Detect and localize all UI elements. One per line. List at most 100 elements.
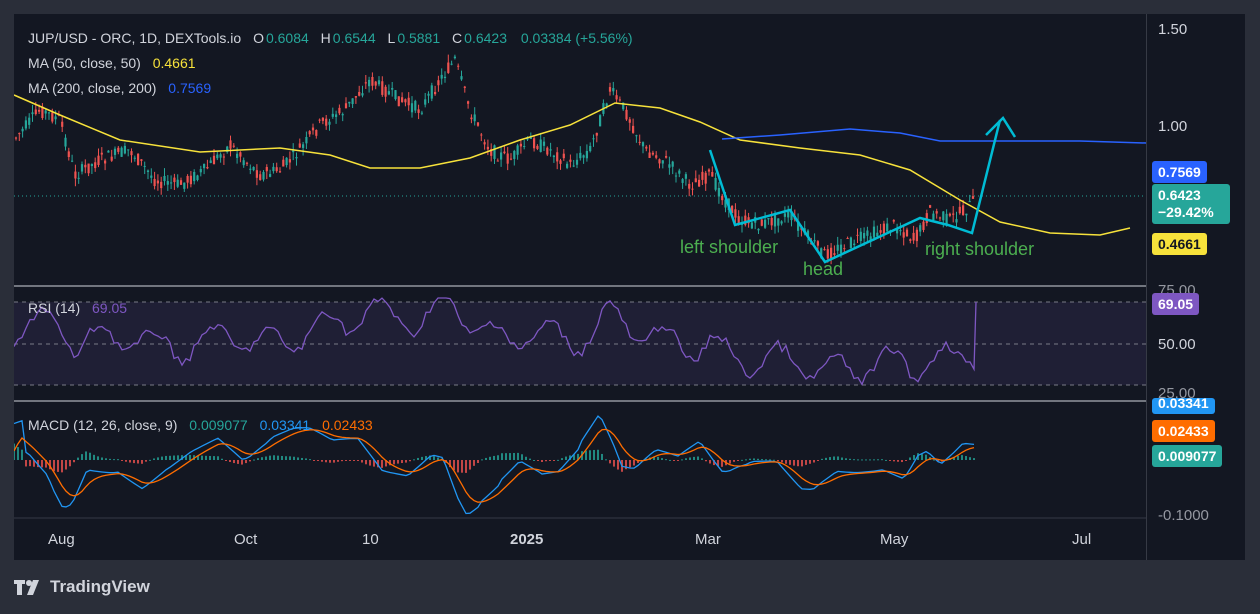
macd-hist-bar	[397, 460, 399, 464]
candle-body	[869, 236, 872, 242]
candle-body	[707, 169, 711, 172]
candle-body	[348, 101, 351, 104]
macd-hist-bar	[741, 459, 743, 461]
macd-hist-bar	[877, 459, 879, 461]
macd-hist-bar	[249, 460, 251, 462]
rsi-tick-50: 50.00	[1158, 336, 1196, 353]
candle-body	[21, 128, 24, 132]
candle-body	[315, 130, 318, 136]
candle-body	[595, 132, 598, 136]
candle-body	[216, 154, 219, 159]
macd-hist-bar	[953, 456, 955, 460]
candle-body	[843, 248, 846, 250]
chart-plot[interactable]	[14, 14, 1146, 560]
candle-body	[470, 117, 473, 120]
macd-hist-bar	[14, 443, 15, 460]
macd-hist-bar	[325, 460, 327, 463]
macd-hist-bar	[933, 459, 935, 461]
macd-hist-bar	[33, 460, 35, 467]
right-shoulder-label: right shoulder	[925, 239, 1035, 259]
macd-hist-bar	[301, 457, 303, 460]
candle-body	[638, 141, 641, 143]
macd-hist-bar	[65, 460, 67, 470]
macd-hist-bar	[765, 459, 767, 461]
macd-hist-bar	[481, 459, 483, 461]
candle-body	[655, 155, 658, 158]
macd-hist-bar	[117, 459, 119, 461]
candle-body	[212, 155, 216, 165]
candle-body	[420, 112, 423, 114]
candle-body	[816, 241, 819, 246]
macd-hist-bar	[565, 456, 567, 460]
candle-body	[104, 160, 107, 164]
candle-body	[163, 175, 166, 182]
candle-body	[608, 87, 612, 92]
candle-body	[698, 179, 701, 187]
macd-hist-bar	[109, 458, 111, 460]
candle-body	[232, 145, 235, 147]
candle-body	[397, 96, 400, 107]
rsi-legend: RSI (14) 69.05	[28, 300, 129, 316]
candle-body	[203, 163, 206, 169]
candle-body	[684, 174, 687, 179]
candle-body	[896, 228, 899, 234]
candle-body	[295, 157, 298, 159]
tradingview-logo[interactable]: TradingView	[14, 577, 150, 597]
candle-body	[569, 159, 572, 162]
candle-body	[856, 234, 859, 236]
candle-body	[282, 159, 285, 167]
macd-hist-bar	[137, 460, 139, 464]
candle-body	[384, 86, 387, 97]
candle-body	[31, 112, 34, 115]
chart-frame[interactable]	[14, 14, 1146, 560]
candle-body	[721, 195, 724, 201]
candle-body	[731, 205, 734, 214]
macd-line-tag: 0.03341	[1152, 398, 1215, 414]
macd-hist-bar	[381, 460, 383, 468]
time-tick-aug: Aug	[48, 531, 75, 548]
macd-hist-bar	[513, 452, 515, 460]
macd-hist-bar	[197, 455, 199, 460]
candle-body	[506, 153, 509, 164]
candle-body	[879, 230, 882, 233]
candle-body	[193, 171, 196, 182]
macd-hist-bar	[201, 455, 203, 460]
candle-body	[140, 159, 143, 161]
candle-body	[813, 240, 816, 242]
candle-body	[100, 152, 103, 155]
macd-hist-bar	[173, 455, 175, 460]
candle-body	[440, 74, 443, 79]
macd-hist-bar	[665, 459, 667, 461]
candle-body	[249, 168, 252, 170]
macd-hist-bar	[577, 453, 579, 460]
price-tick-1-50: 1.50	[1158, 21, 1188, 38]
candle-body	[641, 142, 645, 147]
macd-hist-bar	[633, 460, 635, 466]
candle-body	[269, 174, 272, 177]
macd-hist-bar	[457, 460, 459, 473]
candle-body	[467, 101, 470, 104]
macd-hist-bar	[497, 455, 499, 460]
price-axis[interactable]	[1146, 14, 1245, 560]
macd-hist-bar	[281, 455, 283, 460]
candle-body	[38, 109, 41, 112]
macd-hist-bar	[773, 459, 775, 461]
macd-hist-bar	[789, 460, 791, 465]
candle-body	[229, 140, 232, 149]
candle-body	[150, 175, 153, 178]
macd-hist-bar	[777, 460, 779, 461]
candle-body	[387, 91, 390, 95]
macd-hist-bar	[229, 460, 231, 462]
candle-body	[876, 232, 879, 237]
macd-hist-bar	[461, 460, 463, 473]
candle-body	[665, 156, 668, 158]
candle-body	[605, 103, 608, 107]
macd-hist-bar	[185, 455, 187, 460]
macd-hist-bar	[825, 457, 827, 460]
macd-hist-bar	[213, 456, 215, 460]
macd-hist-bar	[133, 460, 135, 464]
left-shoulder-label: left shoulder	[680, 237, 779, 257]
pattern-line	[708, 119, 1002, 264]
candle-body	[18, 133, 21, 135]
macd-hist-bar	[413, 459, 415, 461]
